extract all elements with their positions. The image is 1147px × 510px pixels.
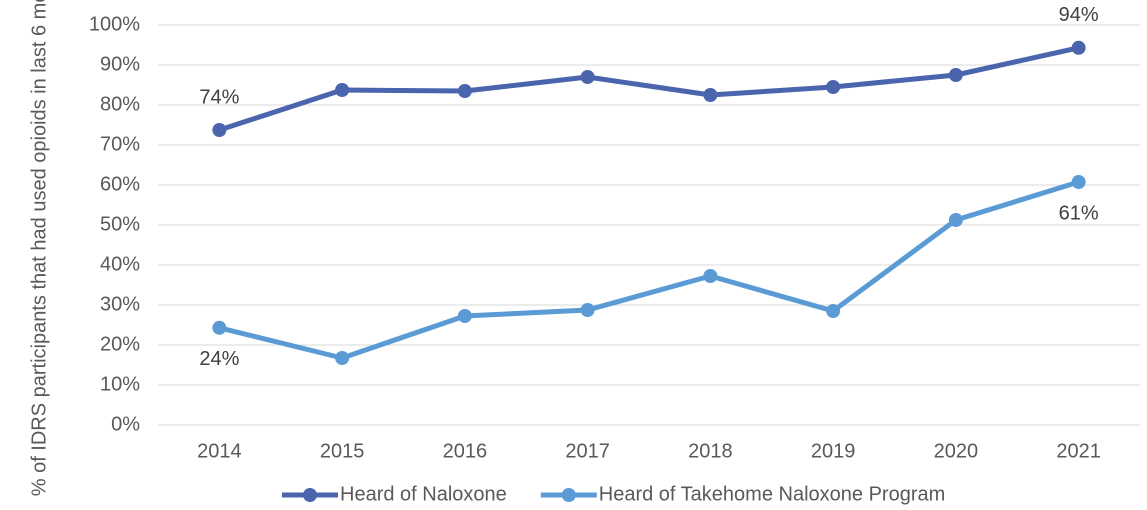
y-tick-label: 80%	[100, 93, 140, 115]
x-tick-label: 2017	[565, 440, 610, 462]
data-point	[335, 351, 350, 365]
y-tick-label: 0%	[111, 413, 140, 435]
x-tick-label: 2018	[688, 440, 733, 462]
data-point	[457, 309, 472, 323]
data-point	[1071, 40, 1086, 55]
y-tick-label: 50%	[100, 213, 140, 235]
x-tick-label: 2016	[443, 440, 488, 462]
data-label: 61%	[1059, 202, 1099, 224]
y-tick-label: 70%	[100, 133, 140, 155]
y-tick-label: 40%	[100, 253, 140, 275]
data-label: 24%	[199, 348, 239, 370]
series-line	[218, 45, 1080, 133]
legend-marker	[303, 488, 317, 502]
y-tick-label: 60%	[100, 173, 140, 195]
y-axis-label: % of IDRS participants that had used opi…	[28, 0, 50, 496]
data-point	[703, 88, 718, 102]
x-tick-label: 2015	[320, 440, 365, 462]
data-point	[1071, 175, 1086, 189]
x-tick-label: 2014	[197, 440, 242, 462]
y-tick-label: 100%	[89, 13, 140, 35]
data-point	[703, 269, 718, 283]
data-point	[580, 303, 595, 317]
x-tick-label: 2020	[934, 440, 979, 462]
data-point	[948, 68, 963, 82]
data-label: 94%	[1059, 4, 1099, 26]
data-label: 74%	[199, 86, 239, 108]
y-tick-label: 90%	[100, 53, 140, 75]
x-tick-label: 2019	[811, 440, 856, 462]
data-point	[212, 123, 227, 137]
data-point	[457, 84, 472, 98]
data-point	[826, 304, 841, 318]
data-point	[948, 213, 963, 227]
legend-label: Heard of Naloxone	[340, 483, 507, 505]
data-point	[826, 80, 841, 94]
legend-label: Heard of Takehome Naloxone Program	[599, 483, 945, 505]
y-tick-label: 10%	[100, 373, 140, 395]
x-tick-label: 2021	[1056, 440, 1101, 462]
data-point	[335, 83, 350, 97]
y-tick-label: 30%	[100, 293, 140, 315]
legend-marker	[561, 488, 576, 502]
y-tick-label: 20%	[100, 333, 140, 355]
series-line	[218, 179, 1080, 361]
data-point	[212, 320, 227, 335]
data-point	[580, 70, 595, 84]
